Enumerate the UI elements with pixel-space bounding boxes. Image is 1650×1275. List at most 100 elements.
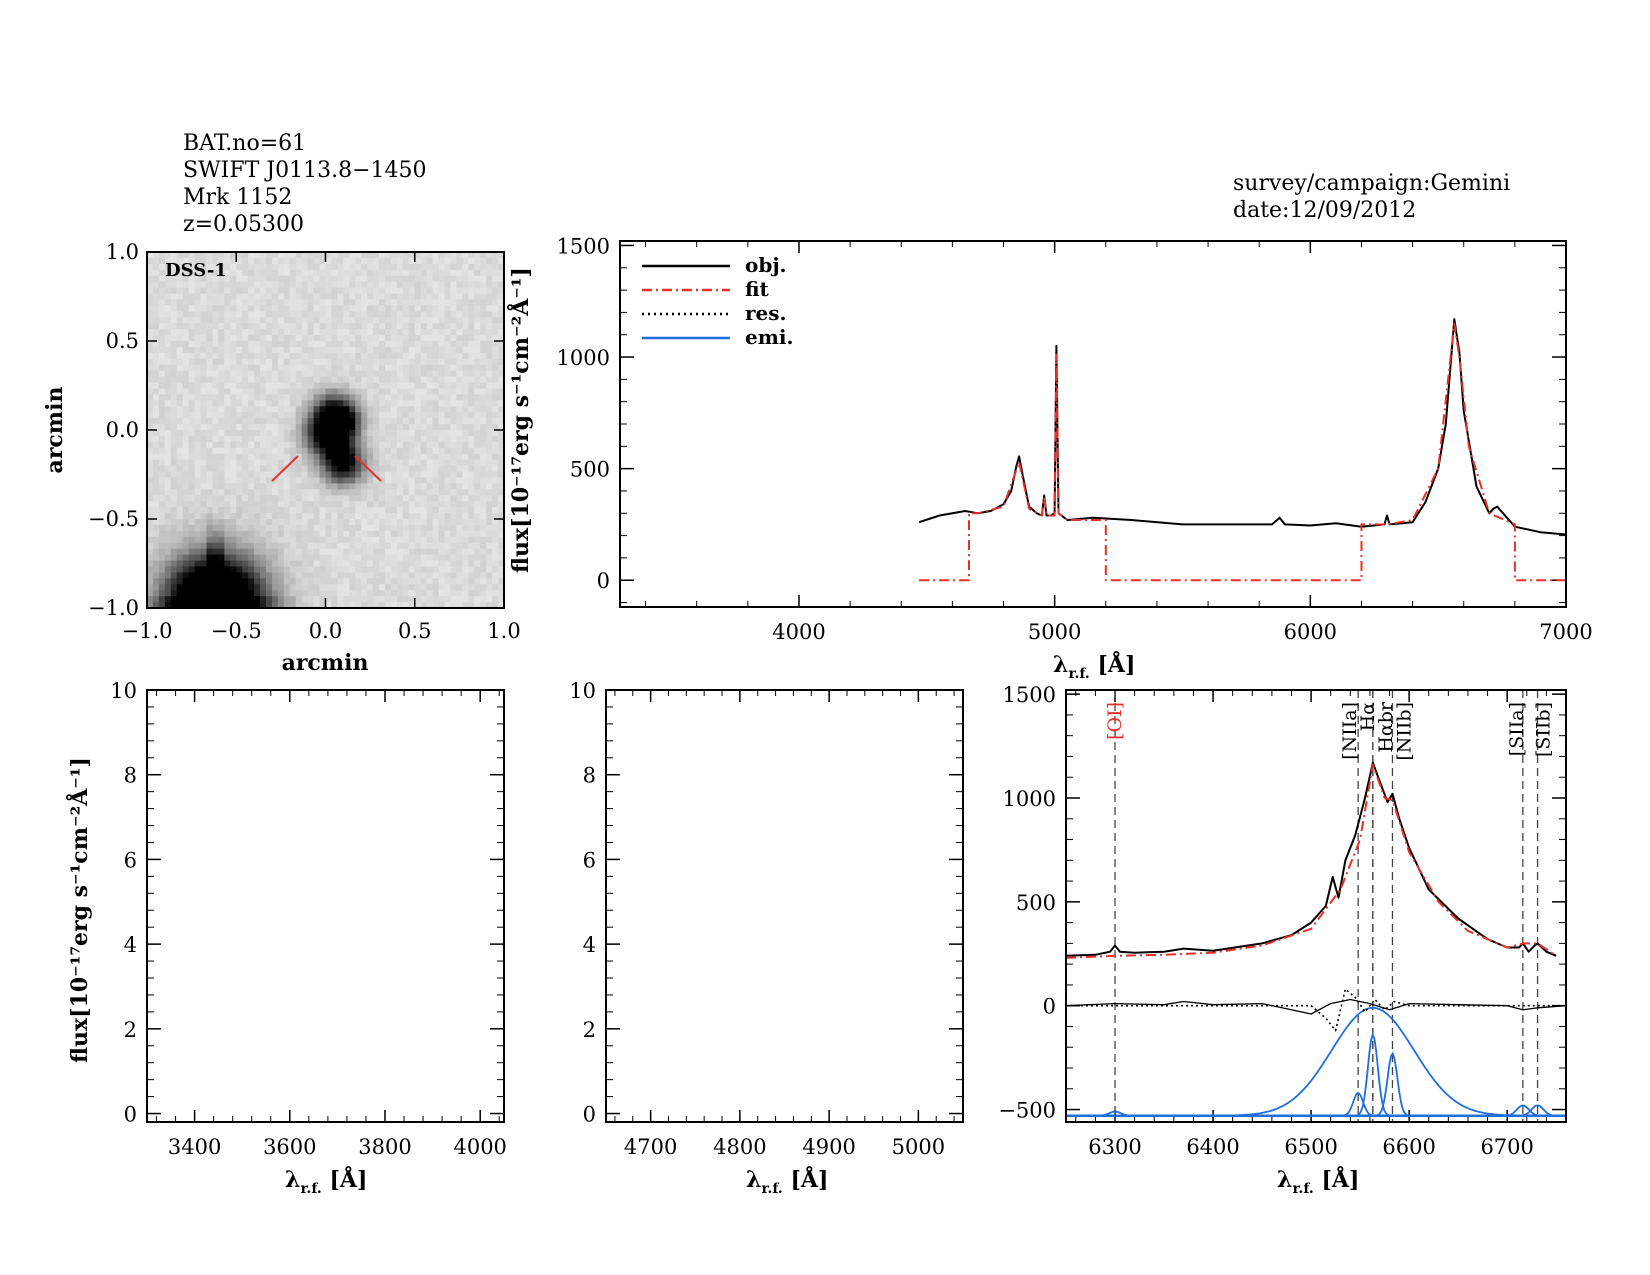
image-pixel <box>337 370 344 378</box>
image-pixel <box>396 584 404 591</box>
image-pixel <box>462 424 469 431</box>
image-pixel <box>420 263 428 271</box>
image-pixel <box>283 477 291 484</box>
image-pixel <box>260 257 267 265</box>
image-pixel <box>456 341 463 348</box>
image-pixel <box>271 578 279 585</box>
image-pixel <box>385 578 392 585</box>
image-pixel <box>260 323 267 330</box>
image-pixel <box>379 335 386 342</box>
image-pixel <box>337 566 344 573</box>
image-pixel <box>468 435 475 443</box>
image-pixel <box>188 370 196 378</box>
image-pixel <box>158 483 166 490</box>
image-pixel <box>277 335 285 342</box>
image-pixel <box>307 370 315 378</box>
image-pixel <box>283 299 291 306</box>
image-pixel <box>396 418 404 425</box>
image-pixel <box>224 483 231 490</box>
image-pixel <box>218 495 225 502</box>
image-pixel <box>313 459 321 467</box>
image-pixel <box>462 489 469 496</box>
image-pixel <box>325 489 333 496</box>
image-pixel <box>420 418 428 425</box>
image-pixel <box>390 459 398 467</box>
image-pixel <box>164 507 172 514</box>
image-pixel <box>260 483 267 490</box>
image-pixel <box>343 471 350 479</box>
image-pixel <box>212 346 219 354</box>
image-pixel <box>408 578 416 585</box>
image-pixel <box>289 483 297 490</box>
image-pixel <box>396 406 404 413</box>
image-pixel <box>152 584 160 591</box>
image-pixel <box>408 513 416 520</box>
image-pixel <box>283 542 291 550</box>
image-pixel <box>218 477 225 484</box>
image-pixel <box>277 536 285 544</box>
image-pixel <box>295 382 303 390</box>
image-pixel <box>432 560 440 568</box>
image-pixel <box>456 524 463 532</box>
image-pixel <box>498 406 505 413</box>
image-pixel <box>254 388 261 395</box>
image-pixel <box>212 252 219 259</box>
image-pixel <box>164 441 172 449</box>
image-pixel <box>313 596 321 603</box>
image-pixel <box>283 424 291 431</box>
image-pixel <box>498 602 505 609</box>
image-pixel <box>188 376 196 384</box>
image-pixel <box>266 530 273 538</box>
image-pixel <box>426 257 434 265</box>
image-pixel <box>337 263 344 271</box>
image-pixel <box>373 329 380 336</box>
image-pixel <box>408 424 416 431</box>
image-pixel <box>444 501 452 508</box>
image-pixel <box>182 554 190 562</box>
image-pixel <box>182 489 190 496</box>
image-pixel <box>188 542 196 550</box>
image-pixel <box>206 542 214 550</box>
image-pixel <box>361 346 368 354</box>
image-pixel <box>468 305 475 312</box>
image-pixel <box>361 358 368 366</box>
image-pixel <box>301 252 309 259</box>
image-pixel <box>230 311 237 318</box>
image-pixel <box>218 483 225 490</box>
image-pixel <box>373 548 380 556</box>
image-pixel <box>408 252 416 259</box>
image-pixel <box>325 560 333 568</box>
image-pixel <box>295 430 303 437</box>
image-pixel <box>260 341 267 348</box>
image-pixel <box>390 602 398 609</box>
image-pixel <box>289 471 297 479</box>
image-pixel <box>248 459 255 467</box>
image-pixel <box>414 252 422 259</box>
image-pixel <box>438 495 446 502</box>
image-pixel <box>343 453 350 461</box>
image-pixel <box>432 495 440 502</box>
svg-text:λr.f. [Å]: λr.f. [Å] <box>1053 651 1135 682</box>
image-pixel <box>152 382 160 390</box>
image-pixel <box>301 501 309 508</box>
image-pixel <box>450 341 457 348</box>
image-pixel <box>379 317 386 324</box>
image-pixel <box>385 364 392 372</box>
image-pixel <box>295 596 303 603</box>
image-pixel <box>230 329 237 336</box>
image-pixel <box>277 453 285 461</box>
image-pixel <box>301 394 309 401</box>
image-pixel <box>355 275 362 283</box>
image-pixel <box>331 358 338 366</box>
image-pixel <box>224 441 231 449</box>
image-pixel <box>212 435 219 443</box>
image-pixel <box>236 293 243 301</box>
image-pixel <box>248 530 255 538</box>
image-pixel <box>319 275 327 283</box>
image-pixel <box>307 495 315 502</box>
image-pixel <box>301 519 309 526</box>
image-pixel <box>152 447 160 455</box>
image-pixel <box>212 513 219 520</box>
image-pixel <box>271 489 279 496</box>
image-pixel <box>379 519 386 526</box>
